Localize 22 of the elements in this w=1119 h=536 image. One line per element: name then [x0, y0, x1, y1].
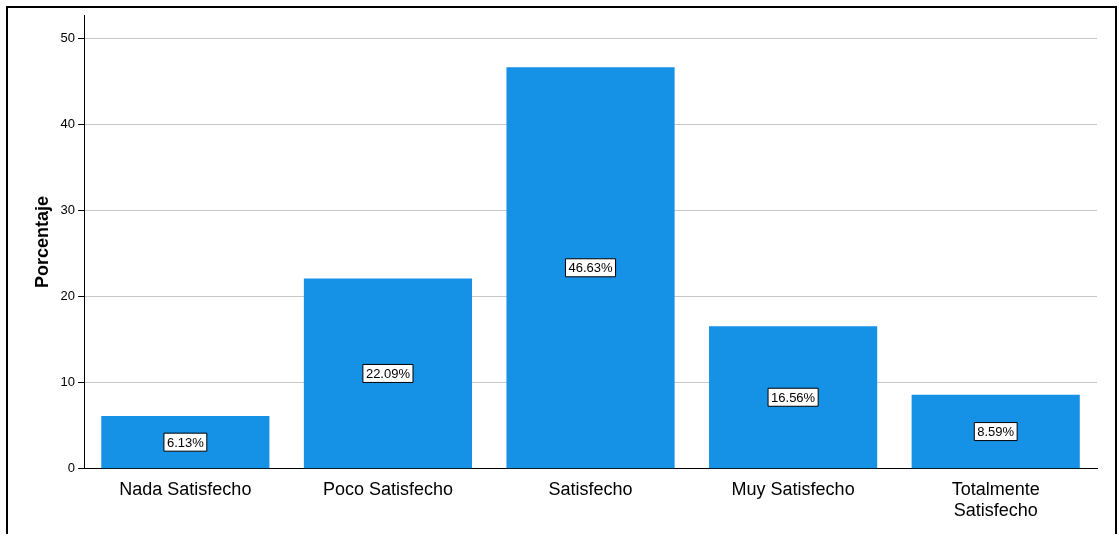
data-label: 46.63%: [568, 260, 614, 276]
x-tick-label: Satisfecho: [548, 478, 633, 499]
y-tick-label: 30: [60, 202, 76, 218]
y-tick-label: 20: [60, 288, 76, 304]
x-tick-label: Poco Satisfecho: [322, 478, 453, 499]
data-label: 8.59%: [977, 424, 1015, 440]
y-tick-label: 50: [60, 29, 76, 45]
x-tick-label: Nada Satisfecho: [119, 478, 252, 499]
bar: [911, 394, 1080, 469]
bar: [101, 416, 270, 469]
y-tick-label: 10: [60, 374, 76, 390]
y-axis-title: Porcentaje: [31, 195, 52, 288]
bar: [506, 67, 675, 469]
y-tick-label: 0: [67, 460, 76, 476]
x-tick-label: Totalmente Satisfecho: [951, 478, 1040, 521]
data-label: 16.56%: [771, 389, 816, 405]
bar: [709, 326, 878, 469]
data-label: 6.13%: [166, 434, 205, 450]
data-label: 22.09%: [365, 366, 411, 382]
bar: [303, 278, 473, 469]
x-tick-label: Muy Satisfecho: [731, 478, 855, 499]
y-tick-label: 40: [60, 115, 76, 131]
